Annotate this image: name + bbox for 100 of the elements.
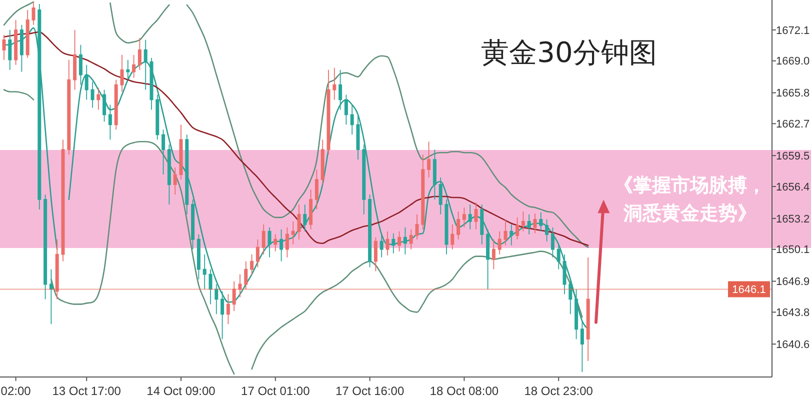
- candlestick: [398, 230, 402, 252]
- candlestick: [132, 54, 136, 78]
- candlestick: [291, 220, 295, 245]
- candlestick: [421, 154, 425, 230]
- candlestick: [326, 69, 330, 156]
- y-tick-label: 1650.1: [776, 244, 810, 256]
- candlestick: [320, 139, 324, 185]
- candlestick: [332, 67, 336, 100]
- x-tick-label: 18 Oct 23:00: [524, 384, 594, 398]
- candlestick: [61, 139, 65, 262]
- candlestick: [486, 228, 490, 290]
- candlestick: [49, 268, 53, 325]
- candlestick: [280, 228, 284, 262]
- candlestick: [120, 54, 124, 92]
- candlestick: [126, 59, 130, 80]
- candlestick: [380, 234, 384, 258]
- y-tick-label: 1656.4: [776, 181, 810, 194]
- candlestick: [432, 149, 436, 200]
- y-tick-label: 1659.5: [776, 150, 810, 162]
- candlestick: [208, 268, 212, 305]
- candlestick: [78, 44, 82, 86]
- candlestick: [191, 199, 195, 250]
- candlestick: [403, 226, 407, 255]
- candlestick: [256, 238, 260, 268]
- candlestick: [498, 230, 502, 255]
- candlestick: [556, 244, 560, 270]
- x-tick-label: 13 Oct 17:00: [52, 384, 122, 398]
- text: 黄金30分钟图: [481, 36, 657, 69]
- candlestick: [55, 238, 59, 300]
- candlestick: [438, 177, 442, 215]
- candlestick: [374, 236, 378, 272]
- candlestick: [232, 280, 236, 312]
- candlestick: [285, 226, 289, 258]
- candlestick: [262, 224, 266, 255]
- ref-line-label: 1646.1: [732, 284, 766, 296]
- y-tick-label: 1672.1: [776, 24, 810, 37]
- text: 《掌握市场脉搏，洞悉黄金走势》: [614, 174, 766, 225]
- candlestick: [67, 59, 71, 156]
- candlestick: [303, 204, 307, 232]
- candlestick: [586, 256, 590, 362]
- candlestick: [492, 238, 496, 270]
- y-tick-label: 1669.0: [776, 56, 810, 68]
- candlestick: [14, 19, 18, 66]
- candlestick: [314, 169, 318, 210]
- candlestick: [244, 260, 248, 290]
- candlestick: [73, 29, 77, 90]
- candlestick: [185, 134, 189, 215]
- candlestick: [32, 2, 36, 26]
- x-tick-label: 17 Oct 01:00: [241, 384, 310, 398]
- candlestick: [468, 204, 472, 230]
- candlestick: [226, 294, 230, 325]
- candlestick: [268, 226, 272, 258]
- y-tick-label: 1646.9: [776, 276, 810, 288]
- candlestick: [338, 69, 342, 110]
- candlestick: [427, 141, 431, 178]
- candlestick: [196, 234, 200, 280]
- candlestick: [545, 218, 549, 242]
- candlestick: [214, 284, 218, 315]
- candlestick: [516, 216, 520, 240]
- candlestick: [90, 81, 94, 108]
- candlestick: [167, 144, 171, 205]
- candlestick: [462, 207, 466, 228]
- x-tick-label: 14 Oct 09:00: [146, 384, 216, 398]
- candlestick: [108, 104, 112, 140]
- x-tick-label: 02:00: [0, 384, 32, 398]
- y-tick-label: 1640.6: [776, 338, 810, 351]
- x-tick-label: 18 Oct 08:00: [430, 384, 499, 398]
- candlestick: [368, 194, 372, 268]
- candlestick: [504, 218, 508, 246]
- candlestick: [362, 144, 366, 215]
- candlestick: [386, 230, 390, 256]
- candlestick: [409, 228, 413, 250]
- candlestick: [344, 94, 348, 126]
- candlestick: [250, 254, 254, 276]
- candlestick: [309, 189, 313, 230]
- candlestick: [114, 79, 118, 130]
- candlestick: [474, 202, 478, 230]
- candlestick: [150, 57, 154, 110]
- candlestick: [392, 232, 396, 254]
- candlestick: [84, 64, 88, 100]
- candlestick: [550, 226, 554, 258]
- candlestick: [444, 199, 448, 255]
- y-tick-label: 1653.2: [776, 213, 810, 226]
- candlestick: [539, 212, 543, 232]
- candlestick: [510, 224, 514, 246]
- candlestick: [138, 37, 142, 70]
- candlestick: [102, 89, 106, 122]
- candlestick: [527, 214, 531, 235]
- candlestick: [238, 274, 242, 298]
- candlestick: [456, 210, 460, 240]
- candlestick: [179, 124, 183, 180]
- candlestick: [26, 10, 30, 58]
- candlestick: [568, 278, 572, 315]
- y-tick-label: 1643.8: [776, 307, 810, 320]
- candlestick: [533, 212, 537, 234]
- candlestick: [450, 224, 454, 250]
- y-tick-label: 1662.7: [776, 118, 810, 131]
- candlestick: [297, 204, 301, 240]
- candlestick: [202, 254, 206, 290]
- candlestick: [356, 114, 360, 160]
